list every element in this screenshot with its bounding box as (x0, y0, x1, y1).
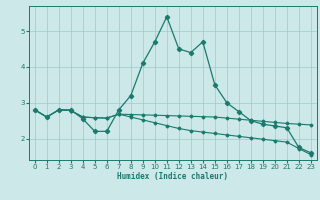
X-axis label: Humidex (Indice chaleur): Humidex (Indice chaleur) (117, 172, 228, 181)
